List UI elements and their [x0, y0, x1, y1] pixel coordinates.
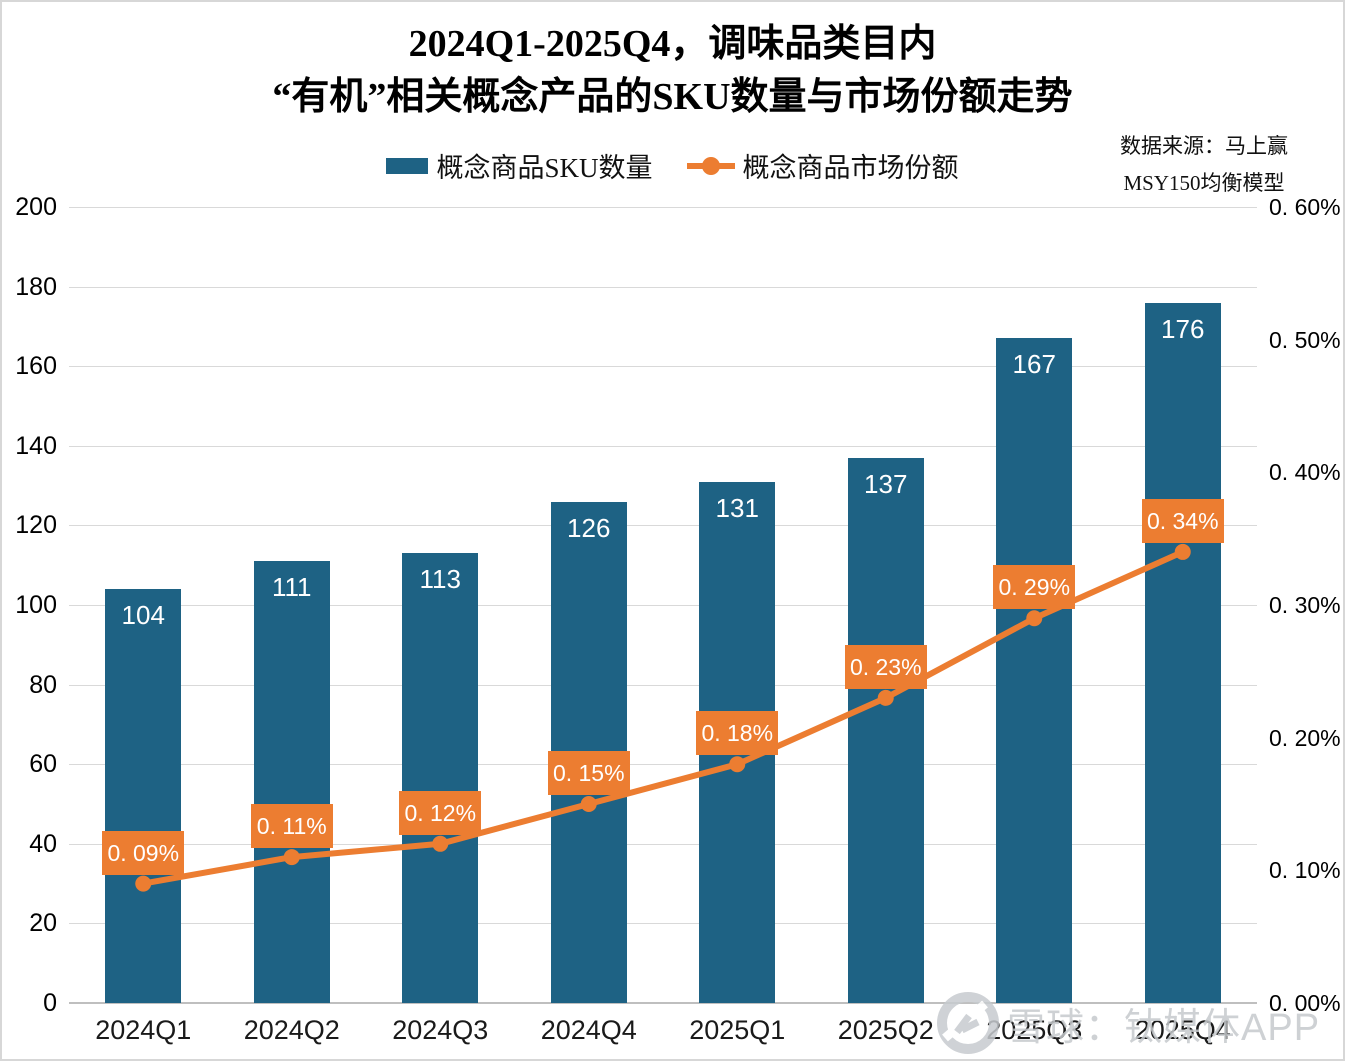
- gridline: [69, 525, 1257, 527]
- x-axis-label: 2025Q1: [689, 1015, 786, 1045]
- y-axis-left-tick: 140: [15, 431, 57, 460]
- line-marker-icon: [686, 156, 735, 175]
- y-axis-left-tick: 180: [15, 272, 57, 301]
- line-marker: [283, 849, 300, 866]
- x-axis-label: 2025Q2: [837, 1015, 934, 1045]
- x-axis-baseline: [69, 1002, 1257, 1004]
- x-axis-label: 2024Q4: [540, 1015, 637, 1045]
- legend-label-sku: 概念商品SKU数量: [436, 153, 653, 183]
- gridline: [69, 605, 1257, 606]
- bar-value-label: 131: [715, 492, 759, 523]
- data-source-line2: MSY150均衡模型: [1123, 171, 1285, 195]
- line-marker: [135, 875, 152, 892]
- share-data-label: 0. 18%: [696, 711, 779, 756]
- gridline: [69, 684, 1257, 686]
- x-axis-label: 2025Q3: [986, 1015, 1083, 1045]
- data-source: 数据来源：马上赢 MSY150均衡模型: [1079, 128, 1329, 202]
- y-axis-right-tick: 0. 60%: [1269, 194, 1341, 220]
- share-data-label: 0. 23%: [844, 644, 927, 689]
- bar-value-label: 167: [1012, 349, 1056, 380]
- bar-value-label: 126: [567, 512, 611, 543]
- y-axis-right-tick: 0. 10%: [1269, 857, 1341, 884]
- bar-value-label: 104: [121, 600, 165, 631]
- bar-value-label: 113: [419, 564, 461, 595]
- legend-item-share: 概念商品市场份额: [686, 146, 959, 185]
- y-axis-left-tick: 100: [15, 591, 57, 619]
- x-axis-label: 2025Q4: [1134, 1015, 1231, 1045]
- bar-value-label: 137: [864, 468, 908, 499]
- y-axis-left-tick: 40: [29, 829, 57, 858]
- line-marker: [1174, 543, 1191, 560]
- gridline: [69, 764, 1257, 766]
- share-data-label: 0. 29%: [993, 565, 1076, 610]
- gridline: [69, 286, 1257, 288]
- y-axis-left-tick: 20: [29, 909, 57, 938]
- bar-2024Q1: [105, 589, 182, 1003]
- y-axis-right-tick: 0. 20%: [1269, 724, 1341, 751]
- y-axis-left-tick: 200: [15, 193, 57, 221]
- line-marker: [877, 689, 894, 706]
- bar-2024Q3: [402, 553, 479, 1003]
- y-axis-right-tick: 0. 00%: [1269, 990, 1341, 1016]
- line-marker: [1026, 610, 1043, 627]
- bar-2024Q2: [253, 561, 330, 1003]
- plot-area: 104 111 113 126 131 137 167 176 0. 09% 0. 11% 0. 1…: [69, 207, 1257, 1004]
- share-data-label: 0. 11%: [250, 804, 333, 849]
- data-source-line1: 数据来源：马上赢: [1120, 134, 1288, 158]
- chart-title: 2024Q1-2025Q4，调味品类目内 “有机”相关概念产品的SKU数量与市场…: [2, 18, 1343, 124]
- gridline: [69, 843, 1257, 845]
- y-axis-right-tick: 0. 30%: [1269, 592, 1341, 618]
- bar-value-label: 111: [271, 572, 312, 603]
- x-axis-label: 2024Q3: [392, 1015, 489, 1045]
- line-marker: [729, 756, 746, 773]
- bar-value-label: 176: [1161, 313, 1205, 344]
- y-axis-right-tick: 0. 40%: [1269, 459, 1341, 486]
- gridline: [69, 207, 1257, 208]
- y-axis-left-tick: 60: [29, 750, 57, 779]
- gridline: [69, 366, 1257, 368]
- share-data-label: 0. 12%: [399, 790, 482, 835]
- legend-item-sku: 概念商品SKU数量: [386, 146, 653, 185]
- chart-title-line2: “有机”相关概念产品的SKU数量与市场份额走势: [272, 76, 1073, 118]
- gridline: [69, 445, 1257, 447]
- y-axis-left-tick: 0: [43, 989, 57, 1017]
- y-axis-left-tick: 120: [15, 511, 57, 540]
- share-data-label: 0. 09%: [102, 830, 185, 875]
- line-marker: [432, 835, 449, 852]
- share-data-label: 0. 34%: [1141, 498, 1224, 543]
- y-axis-left-tick: 160: [15, 352, 57, 381]
- line-marker: [580, 796, 597, 812]
- y-axis-left-tick: 80: [29, 670, 57, 699]
- x-axis-label: 2024Q1: [95, 1015, 192, 1045]
- bar-swatch-icon: [386, 157, 429, 174]
- bar-2025Q4: [1144, 302, 1221, 1003]
- gridline: [69, 923, 1257, 925]
- bar-2025Q3: [996, 338, 1073, 1003]
- legend: 概念商品SKU数量 概念商品市场份额: [2, 146, 1343, 185]
- bar-2025Q2: [847, 457, 924, 1003]
- share-data-label: 0. 15%: [547, 751, 630, 795]
- legend-label-share: 概念商品市场份额: [742, 153, 959, 183]
- market-share-trend-line: [135, 543, 1191, 892]
- y-axis-right-tick: 0. 50%: [1269, 326, 1341, 353]
- chart-title-line1: 2024Q1-2025Q4，调味品类目内: [408, 23, 937, 65]
- x-axis-label: 2024Q2: [243, 1015, 340, 1045]
